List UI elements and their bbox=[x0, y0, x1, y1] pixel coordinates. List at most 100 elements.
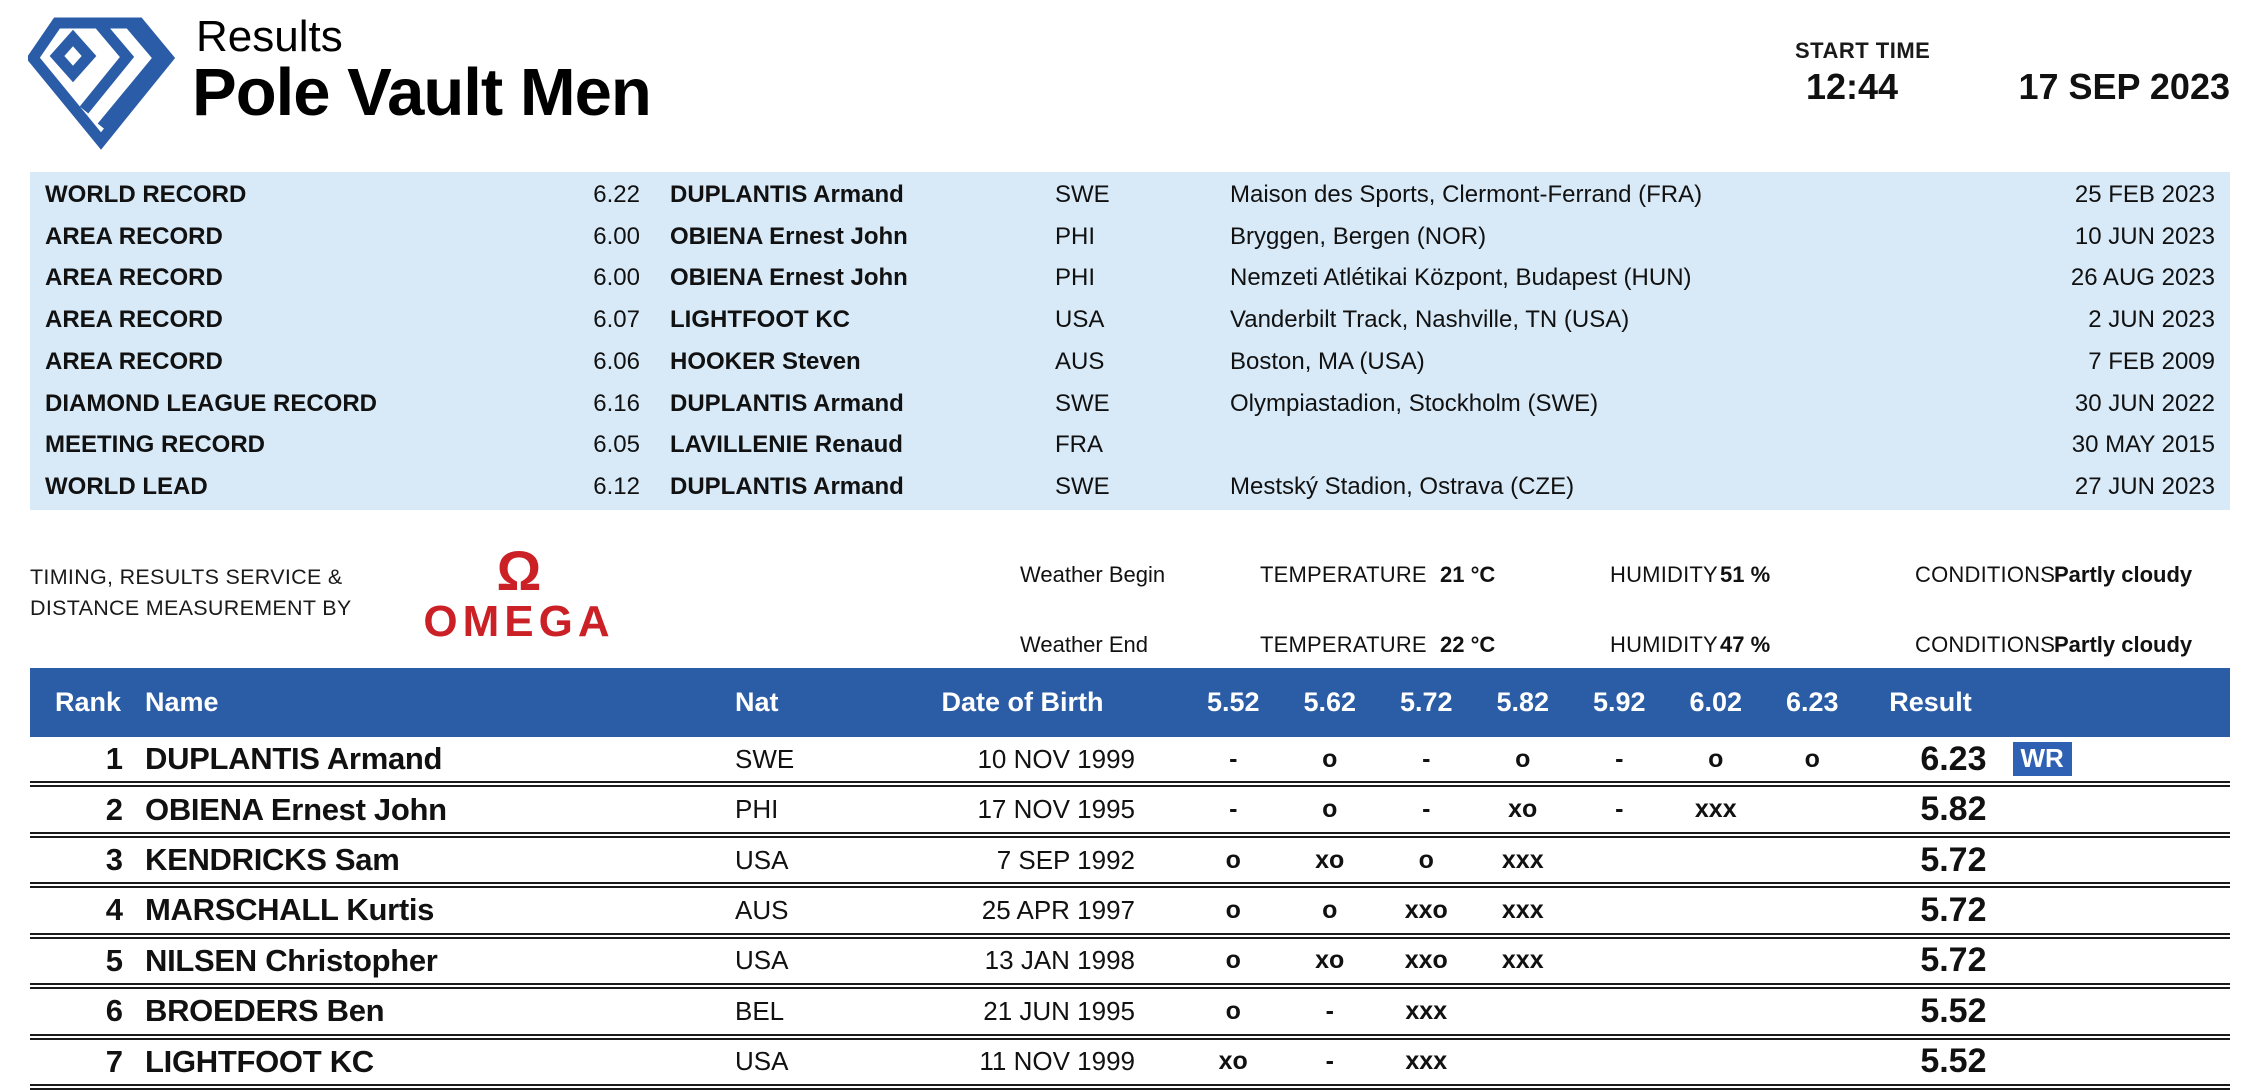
event-date: 17 SEP 2023 bbox=[2018, 66, 2230, 107]
result-value: 5.72 bbox=[1920, 890, 1987, 929]
attempt-mark: - bbox=[1325, 1047, 1334, 1076]
results-table-header: Rank Name Nat Date of Birth 5.52 5.62 5.… bbox=[30, 668, 2230, 737]
attempt-mark: o bbox=[1708, 744, 1724, 773]
result-value: 6.23 bbox=[1920, 739, 1987, 778]
result-value: 5.72 bbox=[1920, 941, 1987, 980]
diamond-league-logo bbox=[28, 17, 176, 150]
attempt-mark: o bbox=[1322, 895, 1338, 924]
col-result: Result bbox=[1889, 687, 1972, 717]
start-time-value: 12:44 bbox=[1806, 66, 1899, 107]
record-type: WORLD LEAD bbox=[45, 473, 208, 501]
temperature-label: TEMPERATURE bbox=[1260, 562, 1427, 587]
record-type: AREA RECORD bbox=[45, 264, 223, 292]
record-nationality: SWE bbox=[1055, 389, 1110, 417]
attempt-mark: o bbox=[1515, 744, 1531, 773]
record-row: MEETING RECORD 6.05 LAVILLENIE Renaud FR… bbox=[45, 425, 2215, 467]
record-athlete: HOOKER Steven bbox=[670, 347, 861, 375]
attempt-mark: xo bbox=[1315, 845, 1345, 874]
weather-phase-label: Weather End bbox=[1020, 632, 1149, 657]
attempt-mark: xxx bbox=[1405, 996, 1448, 1025]
record-athlete: OBIENA Ernest John bbox=[670, 222, 908, 250]
rank-value: 6 bbox=[105, 993, 123, 1029]
record-row: WORLD RECORD 6.22 DUPLANTIS Armand SWE M… bbox=[45, 174, 2215, 216]
date-of-birth-value: 13 JAN 1998 bbox=[984, 945, 1135, 976]
record-venue: Nemzeti Atlétikai Központ, Budapest (HUN… bbox=[1230, 264, 1692, 292]
attempt-mark: o bbox=[1225, 895, 1241, 924]
record-type: WORLD RECORD bbox=[45, 180, 247, 208]
weather-phase-label: Weather Begin bbox=[1020, 562, 1166, 587]
attempt-mark: - bbox=[1229, 795, 1238, 824]
record-row: DIAMOND LEAGUE RECORD 6.16 DUPLANTIS Arm… bbox=[45, 383, 2215, 425]
athlete-name: MARSCHALL Kurtis bbox=[145, 892, 435, 928]
attempt-mark: xxo bbox=[1404, 946, 1448, 975]
records-panel: WORLD RECORD 6.22 DUPLANTIS Armand SWE M… bbox=[30, 172, 2230, 510]
col-height-592: 5.92 bbox=[1592, 687, 1646, 717]
col-height-582: 5.82 bbox=[1496, 687, 1550, 717]
temperature-value: 22 °C bbox=[1440, 632, 1496, 657]
col-height-623: 6.23 bbox=[1785, 687, 1839, 717]
rank-value: 7 bbox=[105, 1043, 123, 1079]
rank-value: 3 bbox=[105, 842, 123, 878]
conditions-label: CONDITIONS bbox=[1915, 562, 2056, 587]
record-nationality: PHI bbox=[1055, 222, 1096, 250]
page-title: Pole Vault Men bbox=[192, 55, 652, 130]
result-value: 5.82 bbox=[1920, 790, 1987, 829]
attempt-mark: xxx bbox=[1694, 795, 1737, 824]
omega-logo: Ω OMEGA bbox=[388, 542, 650, 644]
athlete-name: OBIENA Ernest John bbox=[145, 791, 447, 827]
record-venue: Olympiastadion, Stockholm (SWE) bbox=[1230, 389, 1599, 417]
attempt-mark: xxx bbox=[1501, 895, 1544, 924]
record-athlete: LIGHTFOOT KC bbox=[670, 306, 850, 334]
result-row: 5 NILSEN Christopher USA 13 JAN 1998 o x… bbox=[30, 939, 2230, 990]
timing-note-line2: DISTANCE MEASUREMENT BY bbox=[30, 596, 352, 621]
attempt-mark: o bbox=[1322, 744, 1338, 773]
weather-panel: Weather Begin TEMPERATURE 21 °C HUMIDITY… bbox=[1020, 556, 2230, 664]
results-table-body: 1 DUPLANTIS Armand SWE 10 NOV 1999 - o -… bbox=[30, 737, 2230, 1090]
attempt-mark: xo bbox=[1508, 795, 1538, 824]
attempt-mark: xo bbox=[1218, 1047, 1248, 1076]
attempt-mark: - bbox=[1615, 744, 1624, 773]
world-record-badge: WR bbox=[2012, 742, 2072, 777]
record-venue: Mestský Stadion, Ostrava (CZE) bbox=[1230, 473, 1575, 501]
conditions-value: Partly cloudy bbox=[2054, 562, 2193, 587]
record-mark: 6.05 bbox=[593, 431, 640, 459]
attempt-mark: o bbox=[1322, 795, 1338, 824]
attempt-mark: o bbox=[1225, 946, 1241, 975]
attempt-mark: xxx bbox=[1405, 1047, 1448, 1076]
rank-value: 1 bbox=[105, 741, 123, 777]
record-athlete: LAVILLENIE Renaud bbox=[670, 431, 903, 459]
athlete-name: BROEDERS Ben bbox=[145, 993, 385, 1029]
record-date: 7 FEB 2009 bbox=[2088, 347, 2215, 375]
col-height-552: 5.52 bbox=[1206, 687, 1260, 717]
athlete-name: NILSEN Christopher bbox=[145, 942, 438, 978]
temperature-value: 21 °C bbox=[1440, 562, 1496, 587]
record-nationality: PHI bbox=[1055, 264, 1096, 292]
attempt-mark: - bbox=[1422, 744, 1431, 773]
record-date: 10 JUN 2023 bbox=[2074, 222, 2215, 250]
start-time-label: START TIME bbox=[1795, 38, 1931, 63]
attempt-mark: - bbox=[1325, 996, 1334, 1025]
col-name: Name bbox=[145, 687, 219, 717]
athlete-name: LIGHTFOOT KC bbox=[145, 1043, 374, 1079]
record-row: AREA RECORD 6.07 LIGHTFOOT KC USA Vander… bbox=[45, 299, 2215, 341]
nationality-value: PHI bbox=[735, 794, 779, 825]
humidity-label: HUMIDITY bbox=[1610, 562, 1718, 587]
result-row: 6 BROEDERS Ben BEL 21 JUN 1995 o - xxx 5… bbox=[30, 989, 2230, 1040]
record-mark: 6.07 bbox=[593, 306, 640, 334]
timing-note-line1: TIMING, RESULTS SERVICE & bbox=[30, 565, 343, 589]
athlete-name: DUPLANTIS Armand bbox=[145, 741, 443, 777]
record-row: AREA RECORD 6.00 OBIENA Ernest John PHI … bbox=[45, 258, 2215, 300]
record-row: WORLD LEAD 6.12 DUPLANTIS Armand SWE Mes… bbox=[45, 466, 2215, 508]
col-date-of-birth: Date of Birth bbox=[941, 687, 1104, 717]
nationality-value: USA bbox=[735, 844, 789, 875]
record-row: AREA RECORD 6.06 HOOKER Steven AUS Bosto… bbox=[45, 341, 2215, 383]
date-of-birth-value: 17 NOV 1995 bbox=[977, 794, 1135, 825]
record-nationality: FRA bbox=[1055, 431, 1103, 459]
result-row: 3 KENDRICKS Sam USA 7 SEP 1992 o xo o xx… bbox=[30, 838, 2230, 889]
col-height-602: 6.02 bbox=[1689, 687, 1743, 717]
record-athlete: DUPLANTIS Armand bbox=[670, 473, 904, 501]
nationality-value: SWE bbox=[735, 743, 795, 774]
record-nationality: USA bbox=[1055, 306, 1105, 334]
record-mark: 6.16 bbox=[593, 389, 640, 417]
